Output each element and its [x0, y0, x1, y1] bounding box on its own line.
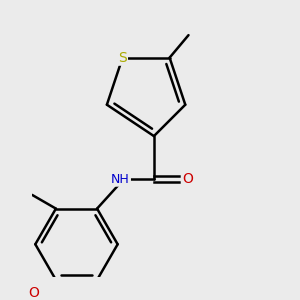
Text: O: O: [28, 286, 39, 300]
Text: NH: NH: [111, 173, 130, 186]
Text: O: O: [182, 172, 193, 186]
Text: S: S: [118, 51, 127, 65]
